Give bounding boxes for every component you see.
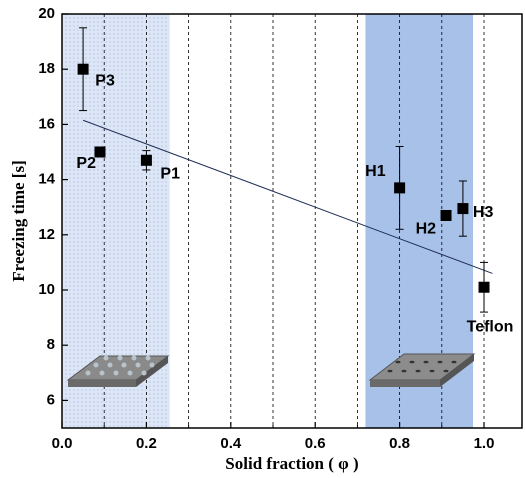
plot-frame — [61, 13, 523, 429]
trend-line — [82, 119, 493, 274]
x-tick-label: 0.8 — [389, 435, 410, 452]
y-tick-label: 10 — [38, 281, 55, 298]
point-label: Teflon — [467, 318, 514, 335]
x-tick-label: 0.0 — [52, 435, 73, 452]
point-label: H2 — [416, 221, 437, 238]
point — [440, 209, 452, 221]
point-label: P3 — [95, 72, 115, 89]
pillar-surface-icon — [66, 355, 170, 387]
point — [140, 154, 152, 166]
point — [77, 63, 89, 75]
point-label: H3 — [473, 204, 494, 221]
y-tick-label: 18 — [38, 60, 55, 77]
point — [394, 182, 406, 194]
x-tick-label: 0.2 — [136, 435, 157, 452]
y-tick-label: 6 — [47, 391, 55, 408]
point — [457, 203, 469, 215]
x-tick-label: 0.6 — [305, 435, 326, 452]
point — [478, 281, 490, 293]
y-tick-label: 14 — [38, 171, 55, 188]
point-label: P2 — [76, 155, 96, 172]
point — [94, 146, 106, 158]
point-label: P1 — [160, 165, 180, 182]
y-tick-label: 16 — [38, 115, 55, 132]
y-axis-label: Freezing time [s] — [9, 160, 28, 281]
y-tick-label: 12 — [38, 226, 55, 243]
x-axis-label: Solid fraction ( φ ) — [225, 454, 358, 473]
x-tick-label: 1.0 — [474, 435, 495, 452]
x-tick-label: 0.4 — [220, 435, 242, 452]
point-label: H1 — [365, 163, 386, 180]
hole-surface-icon — [368, 353, 476, 387]
y-tick-label: 20 — [38, 5, 55, 22]
y-tick-label: 8 — [47, 336, 55, 353]
